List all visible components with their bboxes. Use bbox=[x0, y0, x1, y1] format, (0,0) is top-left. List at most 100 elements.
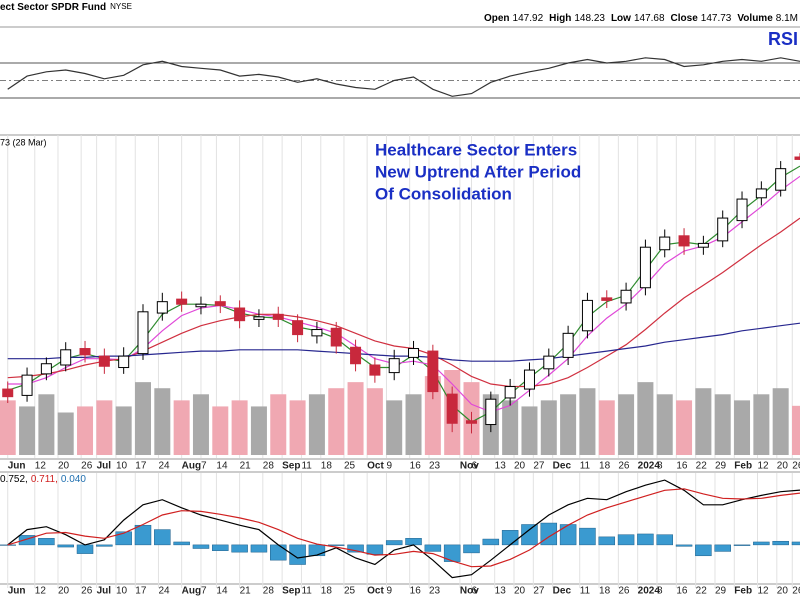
x-tick-label: 20 bbox=[514, 461, 526, 472]
volume-bar bbox=[115, 406, 132, 455]
series-line bbox=[7, 479, 800, 579]
x-tick-label: 13 bbox=[495, 586, 507, 597]
chart-title: ect Sector SPDR Fund NYSE bbox=[0, 2, 132, 13]
histogram-bar bbox=[521, 524, 538, 546]
histogram-bar bbox=[675, 544, 693, 547]
x-tick-label: 21 bbox=[240, 586, 252, 597]
histogram-bar bbox=[366, 544, 384, 555]
candle-body bbox=[21, 374, 33, 396]
histogram-bar bbox=[38, 538, 55, 546]
x-tick-label: 9 bbox=[386, 586, 392, 597]
x-tick-label: 26 bbox=[81, 586, 93, 597]
volume-bar bbox=[19, 406, 36, 455]
histogram-bar bbox=[424, 544, 442, 552]
volume-bar bbox=[579, 388, 596, 455]
volume-bar bbox=[405, 394, 422, 455]
field-value: 148.23 bbox=[574, 13, 605, 24]
histogram-bar bbox=[250, 544, 268, 553]
annotation: Of Consolidation bbox=[375, 184, 512, 203]
candle-body bbox=[118, 355, 130, 369]
candle-body bbox=[330, 327, 342, 347]
x-tick-label: 28 bbox=[263, 586, 275, 597]
volume-bar bbox=[77, 406, 94, 455]
candle-body bbox=[137, 311, 149, 355]
volume-bar bbox=[0, 400, 16, 455]
x-tick-label: Sep bbox=[282, 461, 300, 472]
x-tick-label: 27 bbox=[533, 461, 545, 472]
histogram-bar bbox=[231, 544, 248, 553]
candle-body bbox=[794, 156, 800, 160]
histogram-bar bbox=[656, 534, 673, 546]
histogram-bar bbox=[347, 544, 364, 553]
x-tick-label: 10 bbox=[116, 461, 128, 472]
volume-bar bbox=[656, 394, 673, 455]
x-tick-label: 18 bbox=[321, 461, 333, 472]
x-tick-label: 13 bbox=[495, 461, 507, 472]
field-label: Open bbox=[484, 13, 510, 24]
x-tick-label: 24 bbox=[158, 586, 170, 597]
x-tick-label: 22 bbox=[696, 586, 708, 597]
candle-body bbox=[98, 355, 110, 367]
histogram-label: 0.040 bbox=[61, 474, 86, 485]
x-tick-label: Feb bbox=[734, 586, 752, 597]
histogram-bar bbox=[154, 529, 171, 546]
x-tick-label: Aug bbox=[182, 461, 201, 472]
volume-bar bbox=[424, 376, 441, 455]
x-tick-label: 17 bbox=[135, 461, 147, 472]
x-tick-label: 27 bbox=[533, 586, 545, 597]
candle-body bbox=[292, 320, 304, 336]
candle-body bbox=[253, 316, 265, 320]
x-tick-label: Feb bbox=[734, 461, 752, 472]
candle-body bbox=[581, 299, 593, 332]
x-tick-label: 18 bbox=[321, 586, 333, 597]
histogram-bar bbox=[482, 538, 500, 546]
annotation: Healthcare Sector Enters bbox=[375, 140, 577, 159]
plot-layer: Jun 12 20 26 Jul 10 17 24 Aug 7 14 21 28 Sep 11 18 25 Oct… bbox=[0, 57, 800, 597]
candle-body bbox=[659, 236, 671, 251]
candle-body bbox=[678, 235, 690, 247]
volume-bar bbox=[772, 388, 789, 455]
x-tick-label: 21 bbox=[240, 461, 252, 472]
x-tick-label: 26 bbox=[792, 586, 800, 597]
field-label: Volume bbox=[737, 13, 773, 24]
macd-label: 0.752, bbox=[0, 474, 28, 485]
histogram-bar bbox=[289, 544, 306, 565]
volume-bar bbox=[386, 400, 403, 455]
histogram-bar bbox=[501, 530, 519, 546]
x-tick-label: 25 bbox=[344, 586, 356, 597]
field-value: 147.92 bbox=[513, 13, 544, 24]
histogram-bar bbox=[695, 544, 712, 557]
histogram-bar bbox=[617, 534, 635, 546]
histogram-bar bbox=[76, 544, 94, 554]
x-tick-label: 16 bbox=[410, 461, 422, 472]
x-tick-label: 23 bbox=[429, 461, 441, 472]
volume-bar bbox=[38, 394, 55, 455]
volume-bar bbox=[250, 406, 267, 455]
histogram-bar bbox=[57, 544, 74, 548]
volume-bar bbox=[328, 388, 345, 455]
x-tick-label: 20 bbox=[514, 586, 526, 597]
candle-body bbox=[195, 303, 207, 308]
histogram-bar bbox=[637, 533, 654, 546]
x-tick-label: Aug bbox=[182, 586, 201, 597]
field-value: 147.68 bbox=[634, 13, 665, 24]
candle-body bbox=[408, 348, 420, 358]
x-tick-label: Dec bbox=[553, 586, 572, 597]
x-tick-label: 26 bbox=[618, 461, 630, 472]
candle-body bbox=[350, 346, 362, 365]
candle-body bbox=[601, 297, 613, 301]
histogram-bar bbox=[714, 544, 731, 552]
x-tick-label: Sep bbox=[282, 586, 300, 597]
x-tick-label: 18 bbox=[599, 461, 611, 472]
volume-bar bbox=[154, 388, 171, 455]
x-tick-label: 20 bbox=[777, 586, 789, 597]
x-tick-label: 12 bbox=[35, 586, 47, 597]
volume-bar bbox=[753, 394, 770, 455]
histogram-bar bbox=[598, 536, 616, 546]
x-tick-label: 11 bbox=[301, 461, 312, 472]
x-tick-label: Jun bbox=[8, 586, 26, 597]
histogram-bar bbox=[559, 524, 577, 546]
macd-legend: 0.752, 0.711, 0.040 bbox=[0, 474, 86, 485]
histogram-bar bbox=[733, 544, 751, 546]
candle-body bbox=[40, 363, 52, 375]
